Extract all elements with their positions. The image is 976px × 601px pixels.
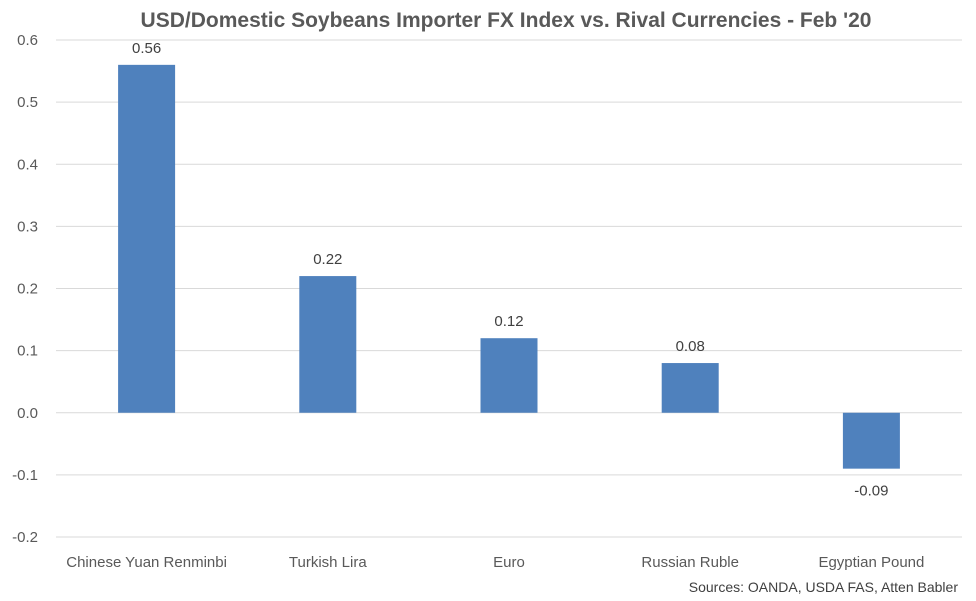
y-tick-label: 0.1 — [17, 343, 38, 360]
chart-title: USD/Domestic Soybeans Importer FX Index … — [141, 9, 872, 32]
y-tick-label: -0.1 — [12, 467, 38, 484]
y-tick-label: -0.2 — [12, 529, 38, 546]
x-axis: Chinese Yuan Renminbi Turkish Lira Euro Rus… — [66, 554, 924, 571]
y-tick-label: 0.2 — [17, 281, 38, 298]
data-label: 0.12 — [494, 313, 523, 330]
y-tick-label: 0.0 — [17, 405, 38, 422]
x-tick-label: Egyptian Pound — [818, 554, 924, 571]
data-label: 0.22 — [313, 251, 342, 268]
x-tick-label: Chinese Yuan Renminbi — [66, 554, 227, 571]
data-label: 0.08 — [676, 338, 705, 355]
data-label: -0.09 — [854, 483, 888, 500]
data-label: 0.56 — [132, 40, 161, 57]
y-axis: -0.2 -0.1 0.0 0.1 0.2 0.3 0.4 0.5 0.6 — [12, 32, 38, 546]
y-tick-label: 0.5 — [17, 94, 38, 111]
data-labels: 0.56 0.22 0.12 0.08 -0.09 — [132, 40, 889, 500]
bar — [118, 64, 176, 413]
bar — [480, 338, 538, 413]
y-tick-label: 0.3 — [17, 218, 38, 235]
bar — [661, 363, 719, 413]
bars — [118, 64, 900, 469]
x-tick-label: Russian Ruble — [641, 554, 739, 571]
source-note: Sources: OANDA, USDA FAS, Atten Babler — [689, 579, 959, 595]
gridlines — [56, 39, 962, 538]
y-tick-label: 0.6 — [17, 32, 38, 49]
bar — [299, 276, 357, 413]
x-tick-label: Turkish Lira — [289, 554, 367, 571]
y-tick-label: 0.4 — [17, 156, 38, 173]
bar — [842, 412, 900, 469]
x-tick-label: Euro — [493, 554, 525, 571]
